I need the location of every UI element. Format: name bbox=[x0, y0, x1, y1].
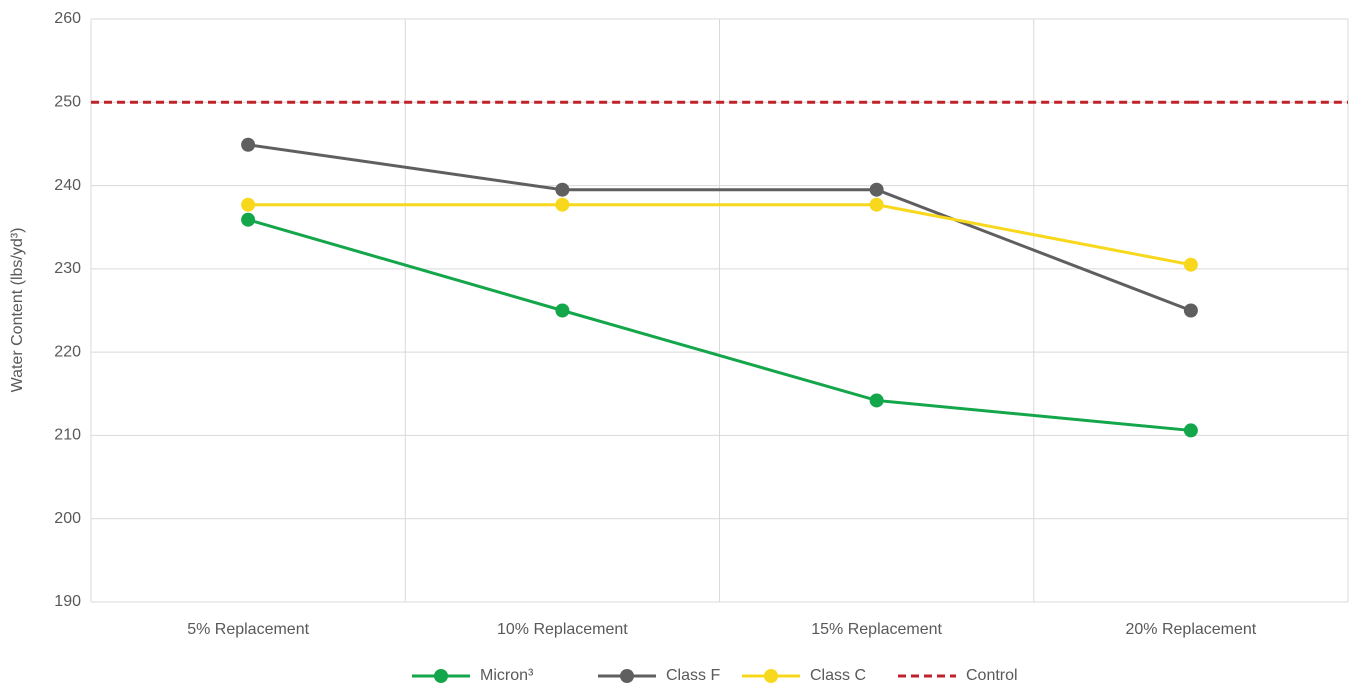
series-line bbox=[247, 218, 1192, 432]
point bbox=[869, 393, 884, 408]
y-tick-label: 240 bbox=[54, 177, 81, 194]
point bbox=[241, 137, 256, 152]
point bbox=[241, 212, 256, 227]
legend-label: Class C bbox=[810, 667, 866, 684]
legend-label: Control bbox=[966, 667, 1018, 684]
series-line bbox=[247, 143, 1192, 312]
point bbox=[869, 197, 884, 212]
legend-marker bbox=[620, 669, 634, 683]
x-tick-label: 15% Replacement bbox=[811, 621, 942, 638]
legend-marker bbox=[764, 669, 778, 683]
point bbox=[555, 197, 570, 212]
point bbox=[1183, 423, 1198, 438]
y-tick-label: 260 bbox=[54, 10, 81, 27]
point bbox=[869, 182, 884, 197]
point bbox=[1183, 257, 1198, 272]
legend-label: Micron³ bbox=[480, 667, 534, 684]
point bbox=[555, 303, 570, 318]
y-tick-label: 230 bbox=[54, 260, 81, 277]
legend-marker bbox=[434, 669, 448, 683]
y-tick-label: 210 bbox=[54, 427, 81, 444]
point bbox=[241, 197, 256, 212]
x-tick-label: 5% Replacement bbox=[187, 621, 309, 638]
x-tick-label: 10% Replacement bbox=[497, 621, 628, 638]
y-tick-label: 220 bbox=[54, 343, 81, 360]
legend-label: Class F bbox=[666, 667, 720, 684]
y-tick-label: 190 bbox=[54, 593, 81, 610]
point bbox=[555, 182, 570, 197]
y-tick-label: 250 bbox=[54, 94, 81, 111]
point bbox=[1183, 303, 1198, 318]
x-tick-label: 20% Replacement bbox=[1126, 621, 1257, 638]
series-line bbox=[248, 203, 1192, 267]
y-tick-label: 200 bbox=[54, 510, 81, 527]
y-axis-label: Water Content (lbs/yd³) bbox=[9, 228, 26, 393]
